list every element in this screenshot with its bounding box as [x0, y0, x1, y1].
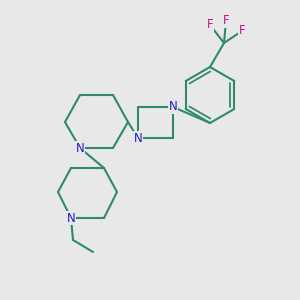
- Text: F: F: [207, 19, 213, 32]
- Text: N: N: [76, 142, 84, 154]
- Text: N: N: [67, 212, 75, 224]
- Text: N: N: [134, 131, 142, 145]
- Text: F: F: [239, 25, 245, 38]
- Text: N: N: [169, 100, 177, 113]
- Text: F: F: [223, 14, 229, 28]
